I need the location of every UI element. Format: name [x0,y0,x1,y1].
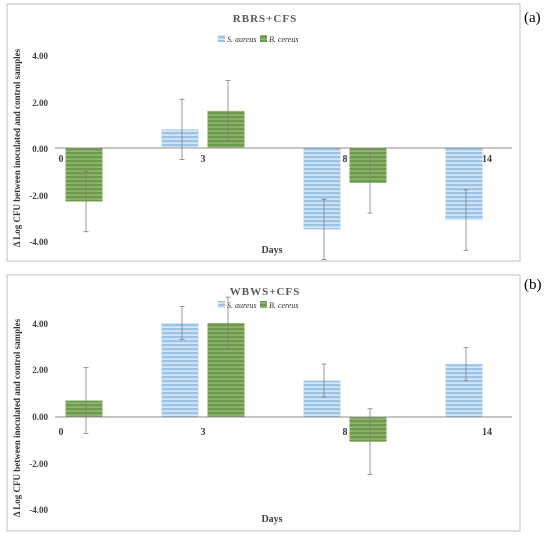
bar-s-aureus-day-8 [303,148,341,230]
legend-swatch-s-aureus [218,301,225,308]
panel-a-x-label-day-14: 14 [482,154,492,165]
legend-label-s-aureus: S. aureus [227,35,256,44]
panel-b-y-tick-4: 4.00 [32,319,48,329]
bar-b-cereus-day-0 [65,148,103,202]
panel-a-frame [6,3,521,262]
panel-a-x-label-day-0: 0 [59,154,64,165]
panel-b-y-axis-title: Δ Log CFU between inoculated and control… [12,318,22,517]
bar-b-cereus-day-8 [349,148,387,183]
bar-s-aureus-day-3 [161,129,199,148]
error-bar-b-cereus-day-8 [367,152,373,214]
bar-b-cereus-day-0 [65,400,103,417]
panel-a-x-label-day-8: 8 [343,154,348,165]
error-bar-s-aureus-day-8 [321,198,327,261]
panel-a-y-tick-neg2: -2.00 [29,191,48,201]
panel-a-label: (a) [524,10,541,26]
panel-b-x-axis-title: Days [261,514,282,525]
error-bar-b-cereus-day-0 [83,367,89,434]
bar-b-cereus-day-8 [349,417,387,442]
error-bar-b-cereus-day-0 [83,170,89,233]
bar-s-aureus-day-3 [161,323,199,417]
legend-label-s-aureus: S. aureus [227,301,256,310]
panel-b-x-label-day-3: 3 [201,427,206,438]
bar-s-aureus-day-14 [445,148,483,221]
panel-b-y-tick-2: 2.00 [32,365,48,375]
panel-a-legend: S. aureus B. cereus [218,35,298,44]
panel-b-x-label-day-0: 0 [59,427,64,438]
panel-a-y-tick-neg4: -4.00 [29,237,48,247]
error-bar-b-cereus-day-8 [367,408,373,475]
legend-swatch-b-cereus [260,301,267,308]
legend-swatch-b-cereus [260,35,267,42]
bar-s-aureus-day-14 [445,364,483,417]
error-bar-s-aureus-day-14 [463,189,469,251]
panel-a-x-axis-title: Days [261,245,282,256]
panel-b-x-label-day-8: 8 [343,427,348,438]
panel-b-y-tick-neg2: -2.00 [29,459,48,469]
panel-b-x-label-day-14: 14 [482,427,492,438]
bar-b-cereus-day-3 [207,110,245,148]
legend-swatch-s-aureus [218,35,225,42]
error-bar-s-aureus-day-14 [463,347,469,381]
panel-a-x-label-day-3: 3 [201,154,206,165]
panel-a: (a) RBRS+CFS S. aureus B. cereus Δ Log C… [6,3,541,262]
panel-a-y-axis-title: Δ Log CFU between inoculated and control… [12,48,22,247]
panel-b-bars [65,296,483,475]
error-bar-b-cereus-day-3 [225,80,231,142]
legend-label-b-cereus: B. cereus [269,301,298,310]
error-bar-s-aureus-day-3 [179,98,185,161]
panel-b-y-tick-0: 0.00 [32,412,48,422]
error-bar-s-aureus-day-8 [321,363,327,398]
panel-b-label: (b) [524,277,542,293]
error-bar-b-cereus-day-3 [225,296,231,350]
panel-b-y-tick-neg4: -4.00 [29,505,48,515]
panel-b-legend: S. aureus B. cereus [218,301,298,310]
panel-b: (b) WBWS+CFS S. aureus B. cereus Δ Log C… [6,274,542,532]
bar-s-aureus-day-8 [303,380,341,417]
bar-b-cereus-day-3 [207,323,245,417]
panel-a-y-tick-4: 4.00 [32,51,48,61]
legend-label-b-cereus: B. cereus [269,35,298,44]
panel-a-y-tick-0: 0.00 [32,144,48,154]
panel-a-bars [65,80,483,261]
panel-a-y-tick-2: 2.00 [32,98,48,108]
panel-b-title: WBWS+CFS [230,286,301,298]
error-bar-s-aureus-day-3 [179,306,185,340]
panel-a-title: RBRS+CFS [233,13,297,25]
